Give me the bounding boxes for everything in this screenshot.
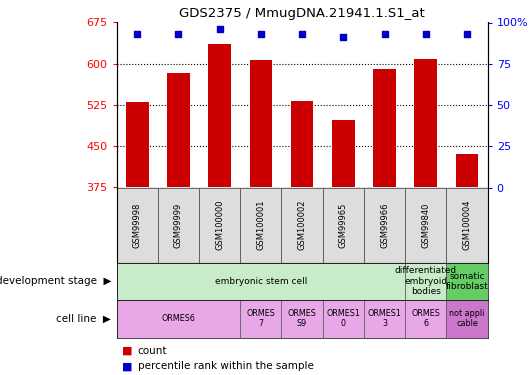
Text: embryonic stem cell: embryonic stem cell	[215, 277, 307, 286]
Text: differentiated
embryoid
bodies: differentiated embryoid bodies	[395, 266, 457, 296]
Text: ORMES
7: ORMES 7	[246, 309, 275, 328]
Text: ORMES
S9: ORMES S9	[288, 309, 316, 328]
Point	[421, 31, 430, 37]
Bar	[405, 262, 446, 300]
Bar	[323, 188, 364, 262]
Text: GSM100004: GSM100004	[463, 200, 472, 250]
Text: GSM100001: GSM100001	[257, 200, 266, 250]
Bar	[240, 188, 281, 262]
Bar	[291, 101, 313, 188]
Text: ORMES6: ORMES6	[162, 314, 196, 323]
Bar	[117, 188, 158, 262]
Bar	[117, 300, 240, 338]
Bar	[364, 300, 405, 338]
Text: ORMES
6: ORMES 6	[411, 309, 440, 328]
Bar	[323, 300, 364, 338]
Text: GSM100000: GSM100000	[215, 200, 224, 250]
Text: ORMES1
3: ORMES1 3	[368, 309, 402, 328]
Point	[215, 26, 224, 32]
Text: count: count	[138, 346, 167, 356]
Text: somatic
fibroblast: somatic fibroblast	[446, 272, 488, 291]
Bar	[199, 188, 240, 262]
Bar	[405, 188, 446, 262]
Bar	[373, 69, 396, 188]
Text: percentile rank within the sample: percentile rank within the sample	[138, 361, 314, 371]
Bar	[240, 300, 281, 338]
Text: development stage  ▶: development stage ▶	[0, 276, 111, 286]
Text: GSM99840: GSM99840	[421, 202, 430, 248]
Point	[381, 31, 389, 37]
Bar	[167, 73, 190, 188]
Bar	[332, 120, 355, 188]
Text: GSM99998: GSM99998	[132, 202, 142, 248]
Bar	[446, 300, 488, 338]
Bar	[456, 154, 479, 188]
Text: ■: ■	[122, 346, 132, 356]
Text: GSM100002: GSM100002	[298, 200, 306, 250]
Text: GSM99965: GSM99965	[339, 202, 348, 248]
Point	[257, 31, 265, 37]
Title: GDS2375 / MmugDNA.21941.1.S1_at: GDS2375 / MmugDNA.21941.1.S1_at	[179, 7, 425, 20]
Bar	[281, 188, 323, 262]
Bar	[414, 59, 437, 188]
Bar	[446, 188, 488, 262]
Bar	[250, 60, 272, 188]
Text: not appli
cable: not appli cable	[449, 309, 484, 328]
Bar	[446, 262, 488, 300]
Bar	[405, 300, 446, 338]
Text: cell line  ▶: cell line ▶	[56, 314, 111, 324]
Bar	[158, 188, 199, 262]
Point	[174, 31, 183, 37]
Text: ■: ■	[122, 361, 132, 371]
Text: GSM99966: GSM99966	[380, 202, 389, 248]
Text: GSM99999: GSM99999	[174, 202, 183, 248]
Point	[298, 31, 306, 37]
Point	[133, 31, 142, 37]
Bar	[364, 188, 405, 262]
Point	[463, 31, 471, 37]
Bar	[208, 45, 231, 188]
Bar	[126, 102, 148, 188]
Text: ORMES1
0: ORMES1 0	[326, 309, 360, 328]
Point	[339, 34, 348, 40]
Bar	[117, 262, 405, 300]
Bar	[281, 300, 323, 338]
